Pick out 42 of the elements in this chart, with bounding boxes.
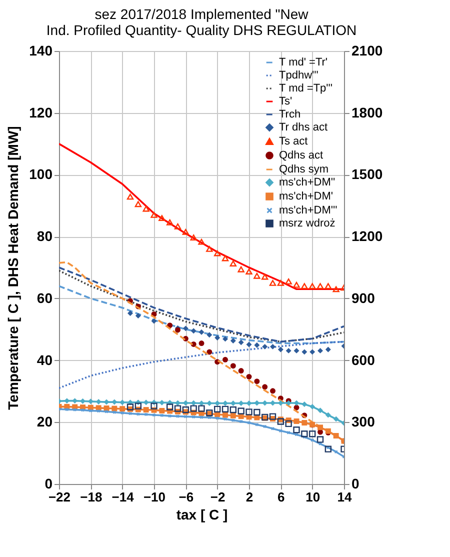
x-tick-label: −14 [112, 490, 135, 504]
legend-label: ms'ch+DM''' [279, 204, 338, 216]
legend-label: Qdhs sym [279, 164, 329, 176]
legend-label: Tr dhs act [279, 122, 328, 134]
y-tick-label: 0 [44, 476, 53, 492]
y-tick-label: 80 [36, 228, 53, 244]
x-tick-label: 14 [337, 490, 352, 504]
legend-label: Tpdhw''' [279, 70, 318, 82]
y2-tick-label: 2100 [352, 42, 383, 58]
y2-tick-label: 1500 [352, 166, 383, 182]
y-axis-title: Temperature [ C ], DHS Heat Demand [MW] [5, 126, 22, 410]
x-tick-label: 2 [246, 490, 254, 504]
y2-tick-label: 1800 [352, 104, 383, 120]
x-tick-label: −6 [178, 490, 194, 504]
y2-tick-label: 900 [352, 290, 376, 306]
y2-tick-label: 600 [352, 352, 376, 368]
x-tick-label: −10 [143, 490, 166, 504]
y-tick-label: 100 [29, 166, 53, 182]
x-tick-label: −22 [48, 490, 71, 504]
x-tick-label: 10 [306, 490, 320, 504]
y-tick-label: 140 [29, 42, 53, 58]
y-tick-label: 40 [36, 352, 53, 368]
chart-title: sez 2017/2018 Implemented "New Ind. Profiled Quantity- Quality DHS REGULATION [46, 6, 357, 38]
legend-label: Trch [279, 108, 301, 120]
y-tick-label: 20 [36, 414, 53, 430]
y-tick-label: 120 [29, 104, 53, 120]
y2-tick-label: 1200 [352, 228, 383, 244]
x-tick-label: −18 [80, 490, 102, 504]
x-tick-label: −2 [210, 490, 226, 504]
legend-label: Ts act [279, 136, 308, 148]
legend-label: ms'ch+DM'' [279, 176, 336, 188]
legend-label: T md' =Tr' [279, 56, 328, 68]
y2-tick-label: 300 [352, 414, 376, 430]
y-tick-label: 60 [36, 290, 53, 306]
legend-label: Qdhs act [279, 150, 324, 162]
y2-tick-label: 0 [352, 476, 360, 492]
legend-label: msrz wdroż [279, 218, 336, 230]
x-tick-label: 6 [278, 490, 285, 504]
legend-label: T md =Tp''' [279, 82, 332, 94]
legend-label: Ts' [279, 96, 292, 108]
legend-label: ms'ch+DM' [279, 190, 334, 202]
x-axis-title: tax [ C ] [176, 506, 228, 522]
